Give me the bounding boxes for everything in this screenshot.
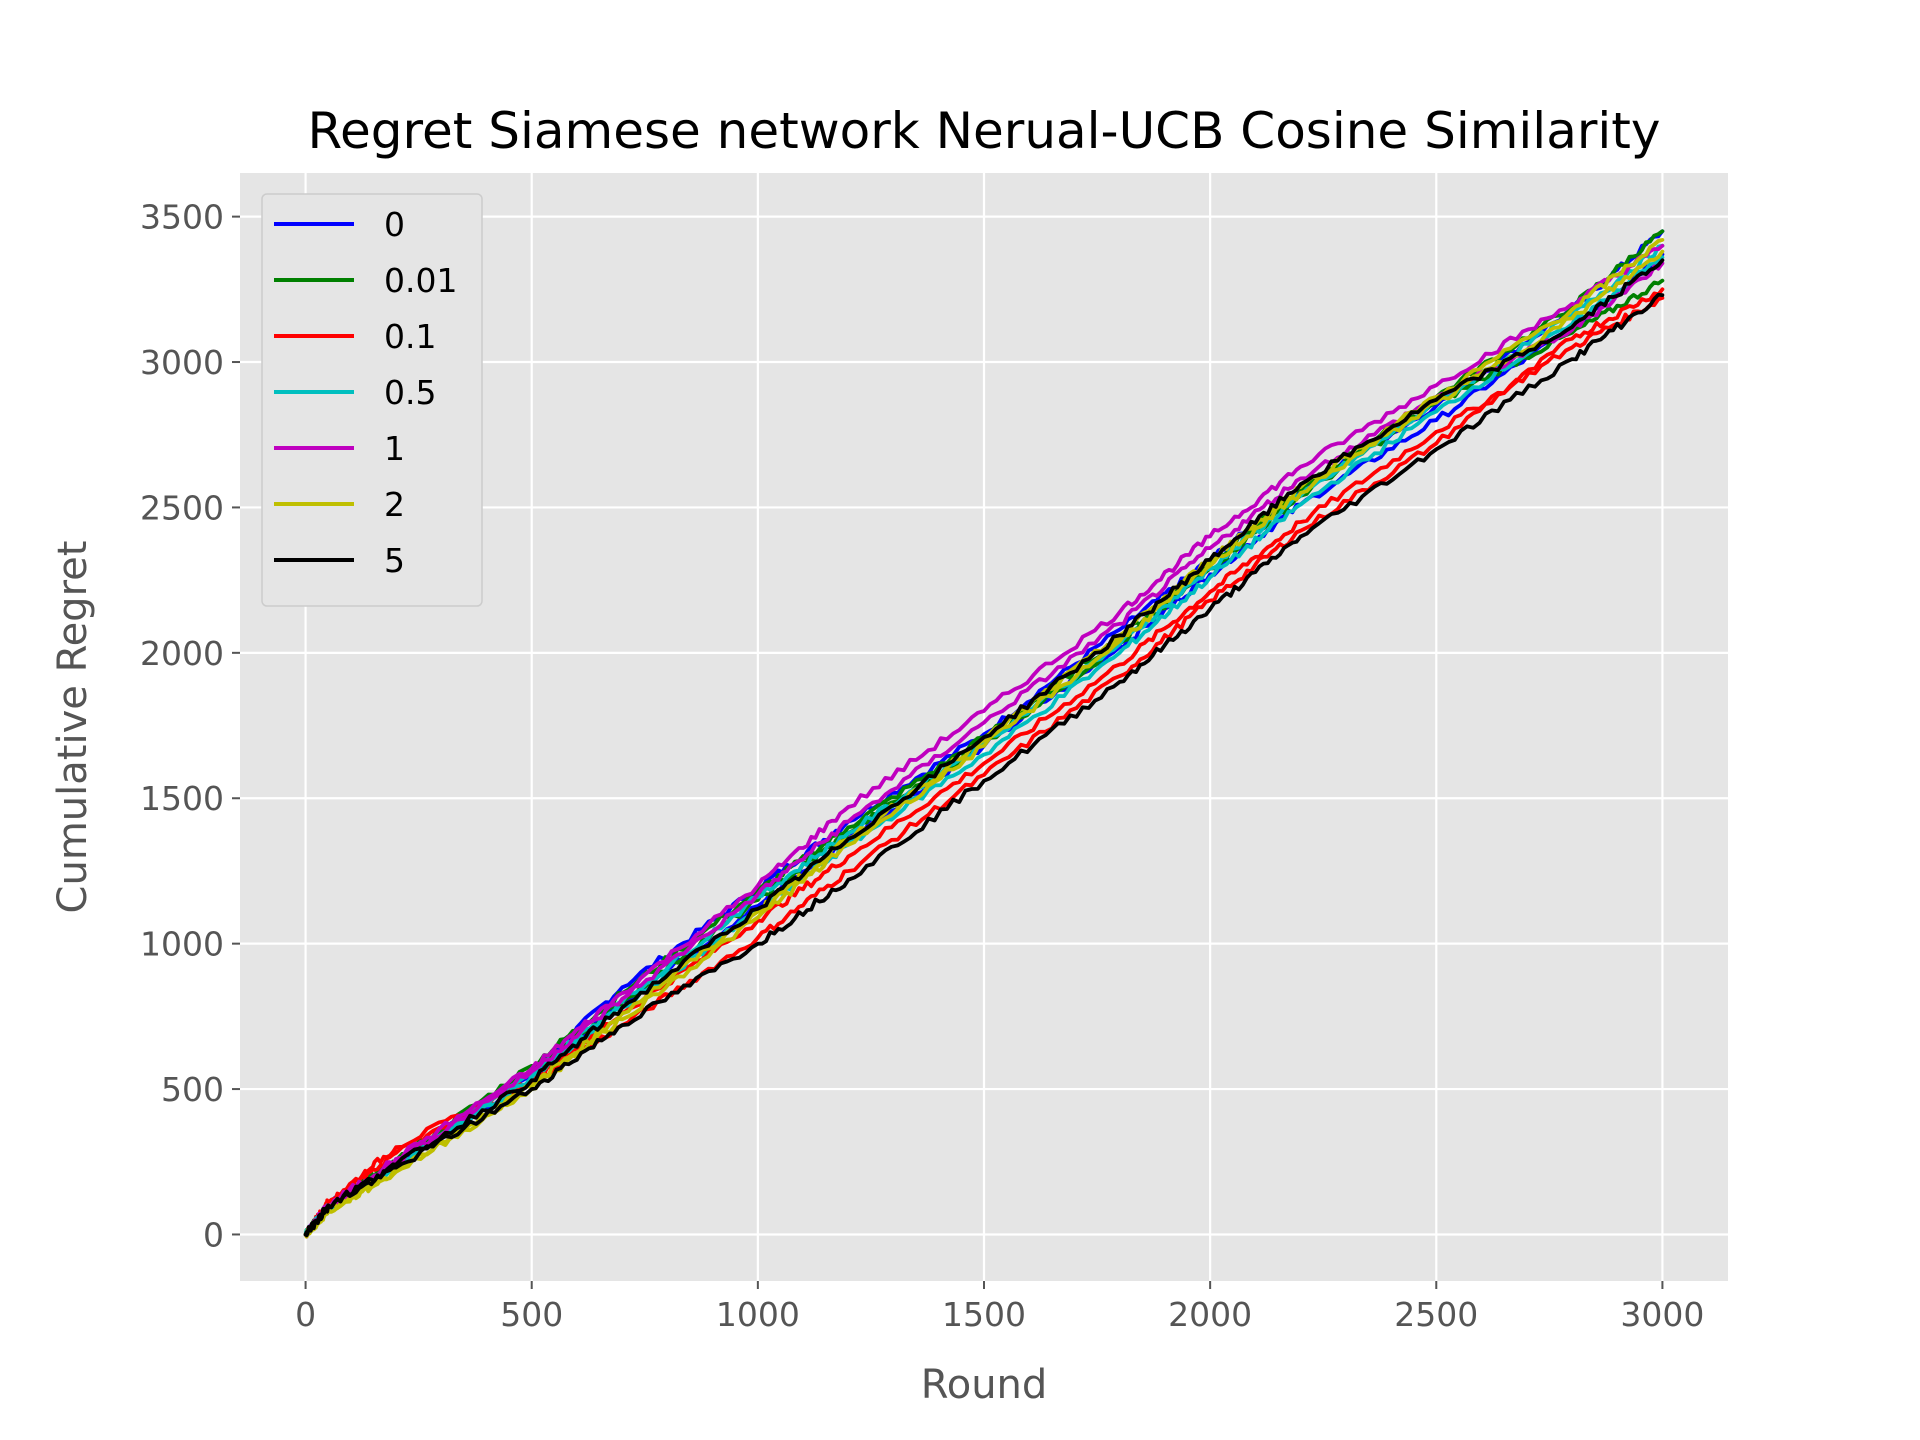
x-axis-label: Round [921, 1362, 1048, 1408]
legend-label: 0 [384, 205, 405, 244]
legend-box [261, 193, 483, 607]
legend-label: 2 [384, 485, 405, 524]
series-line [303, 296, 1665, 1239]
x-axis-ticks: 0 500 1000 1500 2000 2500 3000 [295, 1281, 1704, 1334]
legend-label: 0.01 [384, 261, 457, 300]
y-tick-label: 2500 [140, 488, 224, 527]
chart-title: Regret Siamese network Nerual-UCB Cosine… [308, 102, 1661, 160]
legend-label: 0.5 [384, 373, 436, 412]
y-tick-label: 0 [203, 1215, 224, 1254]
legend-label: 0.1 [384, 317, 436, 356]
y-tick-label: 2000 [140, 634, 224, 673]
series-line [303, 292, 1665, 1238]
legend: 0 0.01 0.1 0.5 1 2 5 [261, 193, 483, 607]
y-tick-label: 3500 [140, 198, 224, 237]
legend-label: 5 [384, 541, 405, 580]
x-tick-label: 500 [500, 1295, 563, 1334]
y-axis-label: Cumulative Regret [50, 541, 96, 914]
series-line [303, 258, 1665, 1237]
legend-label: 1 [384, 429, 405, 468]
x-tick-label: 0 [295, 1295, 316, 1334]
y-tick-label: 1000 [140, 925, 224, 964]
series-line [303, 249, 1665, 1237]
x-tick-label: 2000 [1168, 1295, 1252, 1334]
x-tick-label: 3000 [1620, 1295, 1704, 1334]
grid [240, 173, 1728, 1281]
x-tick-label: 1500 [942, 1295, 1026, 1334]
x-tick-label: 2500 [1394, 1295, 1478, 1334]
y-tick-label: 3000 [140, 343, 224, 382]
series-lines [303, 229, 1665, 1239]
y-tick-label: 500 [161, 1070, 224, 1109]
y-axis-ticks: 0 500 1000 1500 2000 2500 3000 3500 [140, 198, 240, 1254]
y-tick-label: 1500 [140, 779, 224, 818]
x-tick-label: 1000 [716, 1295, 800, 1334]
